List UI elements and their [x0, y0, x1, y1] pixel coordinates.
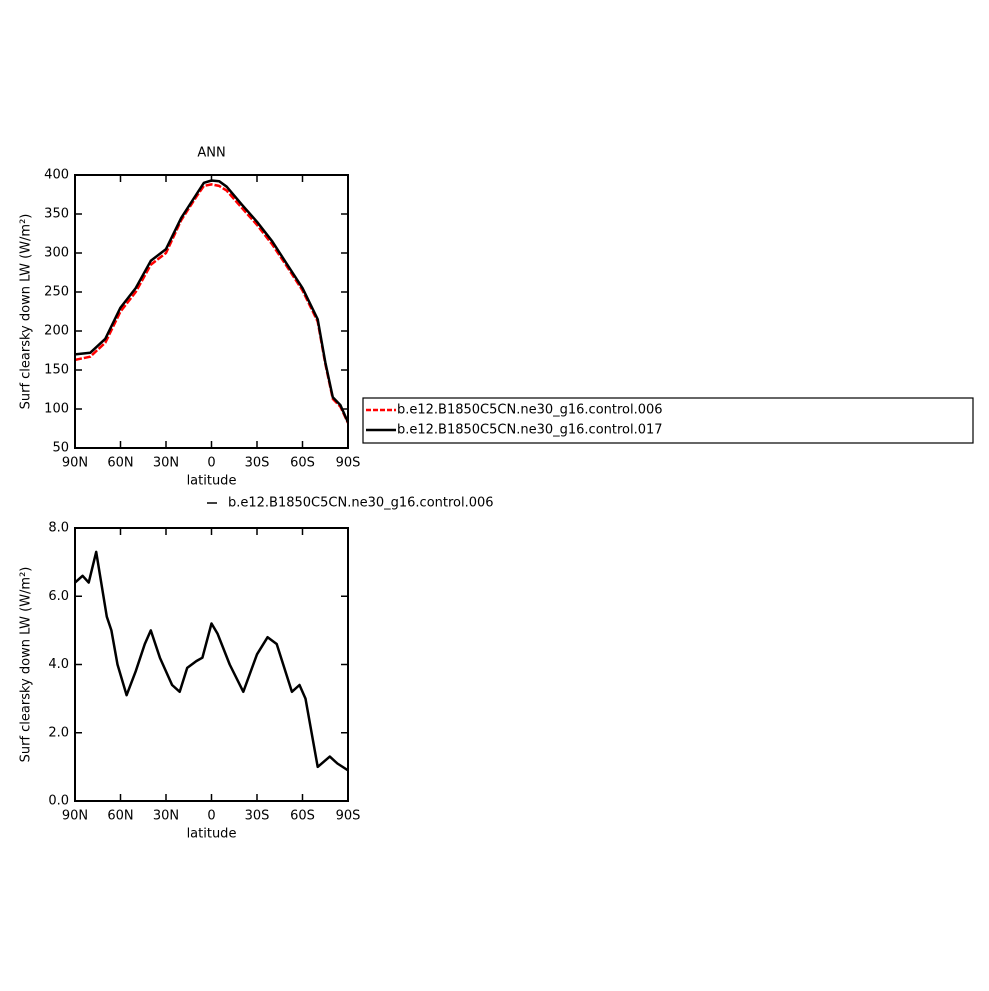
chart-title: ANN [197, 146, 225, 161]
legend-label: b.e12.B1850C5CN.ne30_g16.control.006 [228, 496, 494, 511]
y-tick-label: 8.0 [48, 521, 69, 536]
y-tick-label: 6.0 [48, 589, 69, 604]
x-tick-label: 30S [245, 456, 270, 471]
x-tick-label: 90S [336, 456, 361, 471]
legend-label: b.e12.B1850C5CN.ne30_g16.control.017 [397, 423, 663, 438]
legend-box [362, 397, 974, 444]
plot-frame [74, 527, 349, 802]
series-line [75, 179, 348, 423]
x-tick-label: 90S [336, 809, 361, 824]
y-tick-label: 350 [44, 207, 69, 222]
series-line [75, 183, 348, 424]
x-tick-label: 60S [290, 809, 315, 824]
x-tick-label: 30N [153, 456, 179, 471]
x-tick-label: 60S [290, 456, 315, 471]
x-tick-label: 90N [62, 809, 88, 824]
y-tick-label: 400 [44, 168, 69, 183]
y-tick-label: 250 [44, 285, 69, 300]
y-tick-label: 0.0 [48, 794, 69, 809]
plot-frame [74, 174, 349, 449]
x-tick-label: 0 [207, 456, 215, 471]
x-tick-label: 30N [153, 809, 179, 824]
legend-label: b.e12.B1850C5CN.ne30_g16.control.006 [397, 403, 663, 418]
y-tick-label: 2.0 [48, 725, 69, 740]
y-tick-label: 100 [44, 402, 69, 417]
y-tick-label: 300 [44, 246, 69, 261]
y-tick-label: 4.0 [48, 657, 69, 672]
series-line [75, 550, 348, 772]
x-tick-label: 0 [207, 809, 215, 824]
x-axis-label: latitude [187, 827, 237, 842]
x-axis-label: latitude [187, 474, 237, 489]
y-axis-label: Surf clearsky down LW (W/m²) [19, 567, 34, 763]
y-tick-label: 50 [52, 441, 69, 456]
y-tick-label: 150 [44, 363, 69, 378]
x-tick-label: 60N [107, 456, 133, 471]
y-tick-label: 200 [44, 324, 69, 339]
x-tick-label: 30S [245, 809, 270, 824]
y-axis-label: Surf clearsky down LW (W/m²) [19, 214, 34, 410]
x-tick-label: 60N [107, 809, 133, 824]
x-tick-label: 90N [62, 456, 88, 471]
